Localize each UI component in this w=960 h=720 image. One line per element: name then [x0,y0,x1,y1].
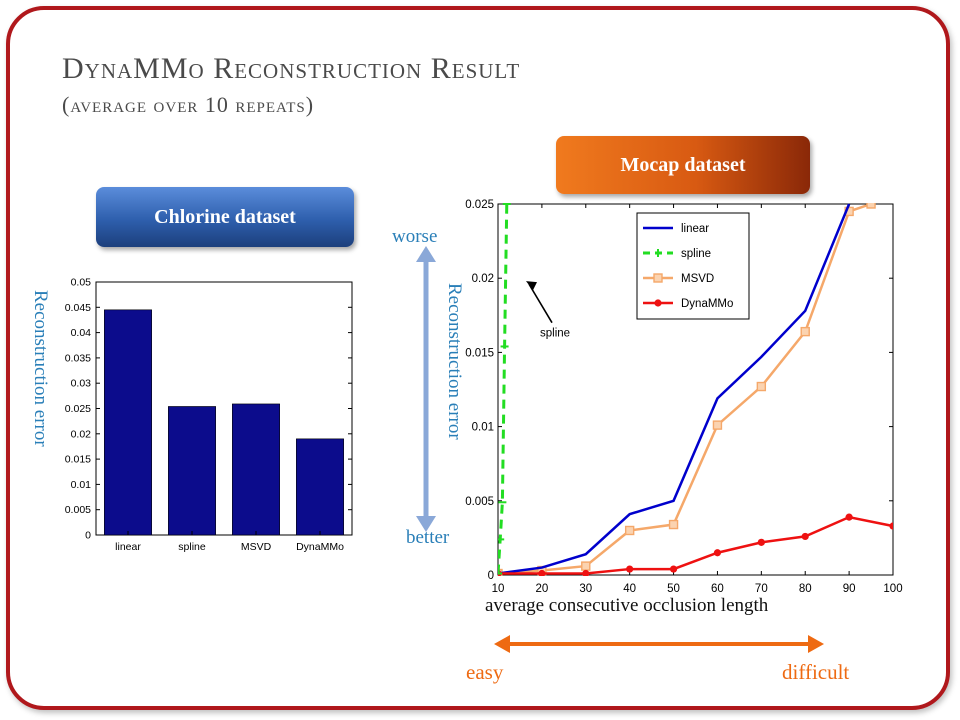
title-cap-r: R [204,52,235,85]
point-msvd [668,519,679,530]
bar-xtick-label: spline [178,541,206,553]
line-xtick-label: 100 [883,583,902,595]
title-cap-r2: R [422,52,452,85]
bar-spline [168,406,216,536]
title-small-econstruction: ECONSTRUCTION [234,59,423,83]
worse-better-arrow [416,246,436,532]
spline-annotation-arrowhead [526,281,537,291]
bar-ytick-label: 0.01 [71,479,92,491]
chlorine-bar-chart: 0 0.005 0.01 0.015 0.02 0.025 0.03 0.035 0.04 0.0… [65,277,353,553]
bar-ytick-label: 0.025 [65,403,91,415]
point-msvd [624,525,635,536]
line-series-msvd [498,203,872,575]
point-dynammo [801,532,809,541]
line-xtick-label: 60 [711,583,724,595]
line-ytick-label: 0.01 [472,422,494,434]
point-dynammo [713,549,722,557]
point-dynammo [626,565,634,573]
easy-difficult-arrow [494,635,824,653]
line-xtick-label: 40 [623,583,636,595]
line-series-spline [498,203,509,574]
worse-label: worse [392,226,438,247]
line-ytick-label: 0.02 [472,273,494,285]
line-ytick-label: 0.015 [465,347,494,359]
point-msvd [581,561,591,571]
bar-linear [104,309,152,536]
point-dynammo [889,522,893,530]
spline-annotation-label: spline [540,328,570,340]
line-xtick-label: 20 [535,583,548,595]
point-msvd [756,381,767,392]
point-msvd [866,203,876,209]
line-series-group [498,203,893,576]
legend-label-dynammo: DynaMMo [681,298,733,310]
line-xtick-label: 70 [755,583,768,595]
title-small-yna: YNA [84,59,134,83]
title-small-esult: ESULT [451,59,521,83]
bar-ytick-label: 0.005 [65,504,91,516]
line-ytick-label: 0.005 [465,496,494,508]
bar-ytick-label: 0.04 [71,327,92,339]
mocap-line-chart: 0 0.005 0.01 0.015 0.02 0.025 10 20 30 40 50 60 70 80… [465,199,902,595]
title-small-o: O [188,59,205,83]
legend-label-linear: linear [681,223,709,235]
bar-ytick-label: 0.02 [71,428,92,440]
line-xtick-label: 10 [492,583,505,595]
title-cap-d: D [62,52,85,85]
line-ytick-label: 0 [488,570,494,582]
better-label: better [406,527,450,548]
legend-label-spline: spline [681,248,711,260]
bar-xtick-label: linear [115,541,141,553]
bar-ytick-label: 0.03 [71,378,92,390]
bar-ytick-label: 0.05 [71,277,92,289]
bar-ytick-label: 0.015 [65,454,91,466]
bar-ytick-label: 0 [85,530,91,542]
bar-dynammo [296,438,344,536]
slide-subtitle: (average over 10 repeats) [62,92,315,117]
line-series-dynammo [498,515,893,575]
point-dynammo [582,569,590,576]
legend-marker-msvd [653,273,663,283]
point-dynammo [538,569,546,576]
line-xtick-label: 90 [843,583,856,595]
bar-ytick-label: 0.045 [65,302,91,314]
point-dynammo [757,538,765,546]
line-series-linear [498,203,851,575]
spline-annotation-arrow [528,283,553,324]
point-dynammo [845,513,853,521]
line-xtick-label: 30 [579,583,592,595]
mocap-dataset-badge: Mocap dataset [556,136,810,194]
slide-title: DYNAMMO RECONSTRUCTION RESULT [62,52,520,86]
bar-msvd [232,403,280,536]
difficult-label: difficult [782,660,850,684]
point-msvd [712,420,723,430]
point-dynammo [669,565,678,573]
legend-marker-dynammo [654,299,662,307]
title-cap-mm: MM [133,52,189,85]
line-ytick-label: 0.025 [465,199,494,211]
legend-label-msvd: MSVD [681,273,714,285]
bar-xtick-label: DynaMMo [296,541,344,553]
mocap-x-axis-label: average consecutive occlusion length [485,595,769,616]
bar-xtick-label: MSVD [241,541,272,553]
easy-label: easy [466,660,504,684]
chlorine-dataset-badge: Chlorine dataset [96,187,354,247]
bar-ytick-label: 0.035 [65,352,91,364]
line-xtick-label: 50 [667,583,680,595]
point-msvd [800,326,810,337]
line-xtick-label: 80 [799,583,812,595]
